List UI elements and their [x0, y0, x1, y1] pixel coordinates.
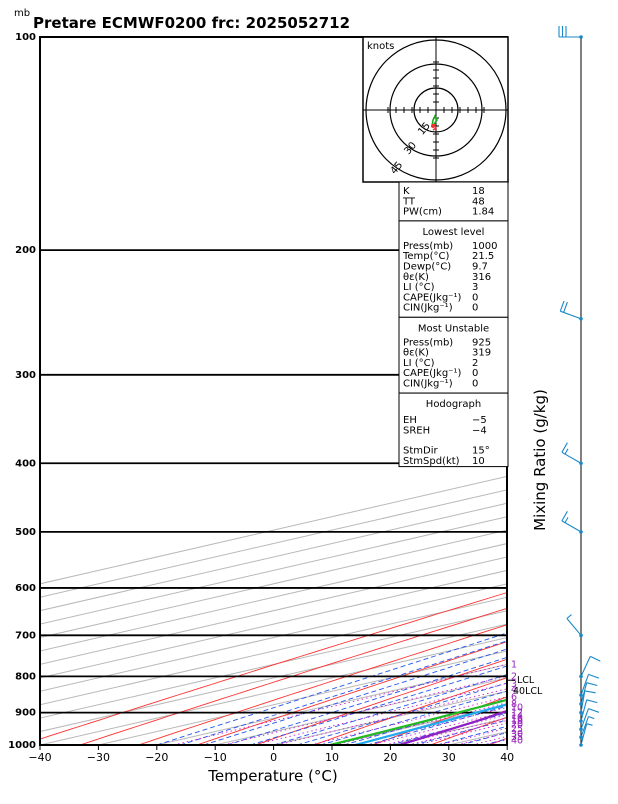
wind-barb-flag: [589, 717, 595, 719]
indices-row-value: 0: [472, 379, 478, 390]
indices-row-value: 10: [472, 456, 485, 467]
wind-barb-flag: [565, 449, 568, 454]
pressure-tick-label: 500: [15, 527, 36, 538]
wind-barb-flag: [590, 656, 600, 661]
pressure-tick-label: 900: [15, 708, 36, 719]
pressure-axis: 100 200 300 400 500 600 700 800 900 1000: [8, 32, 36, 751]
temperature-tick-label: −10: [204, 751, 227, 764]
pressure-tick-label: 1000: [8, 740, 36, 751]
temperature-tick-label: 0: [270, 751, 277, 764]
mixing-ratio-line: [311, 588, 618, 745]
indices-row-value: 1.84: [472, 207, 494, 218]
mixing-ratio-axis-label: Mixing Ratio (g/kg): [531, 389, 549, 531]
pressure-tick-label: 300: [15, 370, 36, 381]
dry-adiabat: [22, 37, 618, 745]
wind-barb-flag: [587, 700, 598, 703]
temperature-tick-label: 40: [500, 751, 514, 764]
wind-barb-shaft: [562, 452, 581, 463]
x-axis-label: Temperature (°C): [207, 767, 337, 785]
lowest-level-heading: Lowest level: [423, 227, 485, 238]
temperature-tick-label: 20: [383, 751, 397, 764]
indices-row-label: SREH: [403, 425, 430, 436]
temperature-tick-label: 30: [442, 751, 456, 764]
wind-barb-flag: [585, 691, 596, 693]
wind-barb-flag: [564, 302, 568, 312]
indices-row-label: PW(cm): [403, 207, 442, 218]
wind-barb-shaft: [567, 619, 581, 636]
isotherm: [507, 37, 618, 745]
isotherm: [0, 37, 618, 745]
mixing-ratio-label: 40: [511, 735, 523, 746]
dry-adiabat: [547, 37, 618, 745]
wind-barb-shaft: [560, 311, 581, 319]
wind-barbs: [559, 26, 600, 747]
mixing-ratio-line: [174, 588, 618, 745]
el-label: 40LCL: [513, 686, 543, 697]
pressure-tick-label: 100: [15, 32, 36, 43]
pressure-tick-label: 200: [15, 245, 36, 256]
indices-row-label: CIN(Jkg⁻¹): [403, 303, 453, 314]
mixing-ratio-line: [439, 588, 618, 745]
background-lines: [0, 37, 618, 745]
wind-barb-flag: [587, 683, 598, 686]
storm-motion-marker: [431, 124, 435, 128]
pressure-tick-label: 800: [15, 671, 36, 682]
mixing-ratio-label: 1: [511, 660, 517, 671]
wind-barb-flag: [587, 724, 593, 726]
hodograph-units: knots: [367, 41, 394, 52]
hodograph-table-heading: Hodograph: [426, 399, 481, 410]
wind-barb-flag: [589, 674, 599, 678]
wind-barb-shaft: [562, 521, 581, 532]
wind-barb-shaft: [581, 656, 590, 676]
temperature-tick-label: −30: [87, 751, 110, 764]
indices-row-value: 0: [472, 303, 478, 314]
pressure-tick-label: 600: [15, 583, 36, 594]
wind-barb-flag: [565, 517, 568, 522]
temperature-tick-label: −40: [28, 751, 51, 764]
indices-row-label: StmSpd(kt): [403, 456, 460, 467]
indices-row-label: CIN(Jkg⁻¹): [403, 379, 453, 390]
temperature-axis: −40 −30 −20 −10 0 10 20 30 40: [28, 745, 514, 764]
dry-adiabat: [606, 37, 618, 745]
wind-barb-flag: [589, 709, 599, 713]
temperature-tick-label: −20: [145, 751, 168, 764]
indices-row-value: −4: [472, 425, 487, 436]
most-unstable-heading: Most Unstable: [418, 323, 489, 334]
temperature-tick-label: 10: [325, 751, 339, 764]
wind-barb-flag: [567, 615, 572, 619]
moist-adiabat: [507, 250, 618, 745]
pressure-tick-label: 700: [15, 630, 36, 641]
pressure-tick-label: 400: [15, 458, 36, 469]
chart-title: Pretare ECMWF0200 frc: 2025052712: [33, 14, 350, 32]
pressure-unit-label: mb: [14, 8, 30, 19]
wind-barb-flag: [560, 301, 564, 311]
lcl-label: LCL: [517, 675, 535, 686]
